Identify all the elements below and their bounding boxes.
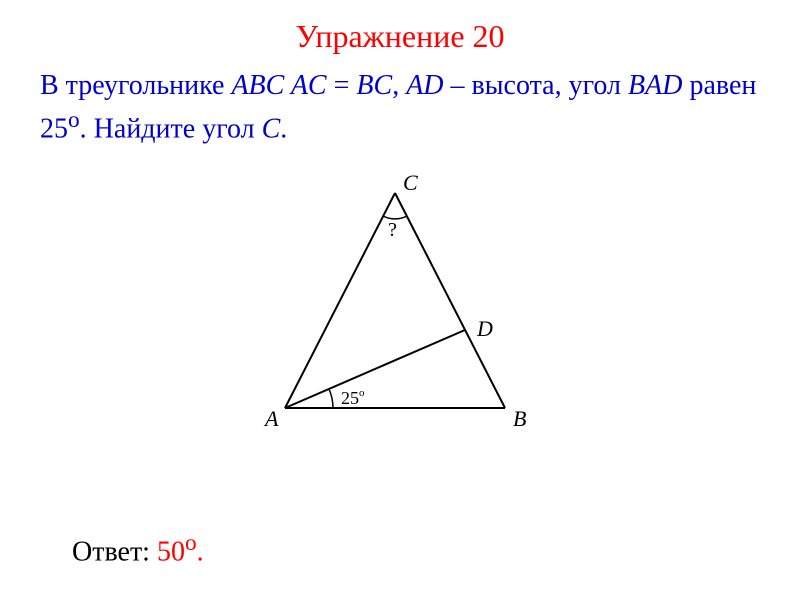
vertex-label-a: A [263,406,279,431]
vertex-label-d: D [476,316,493,341]
edge-ad [285,330,465,408]
diagram-container: A B C D 25o ? [0,168,800,478]
problem-c: C [262,113,281,144]
triangle-diagram: A B C D 25o ? [255,168,545,448]
vertex-label-c: C [403,170,418,195]
problem-text-5: . [280,113,287,144]
exercise-title: Упражнение 20 [0,0,800,55]
problem-eq1: = [327,70,357,101]
problem-bad: BAD [628,70,682,101]
problem-deg1: о [68,107,80,133]
answer: Ответ: 50о. [72,530,204,568]
angle-arc-bad [329,389,333,408]
problem-text-2: – высота, угол [444,70,629,101]
problem-comma1: , [392,70,406,101]
problem-tri: ABC AC [231,70,326,101]
answer-value: 50 [157,536,185,567]
problem-statement: В треугольнике ABC AC = BC, AD – высота,… [0,55,800,148]
answer-period: . [197,536,204,567]
problem-ad: AD [406,70,443,101]
angle-label-25: 25o [341,387,365,408]
edge-bc [395,193,505,408]
problem-bc: BC [356,70,392,101]
edge-ac [285,193,395,408]
problem-text-4: . Найдите угол [80,113,262,144]
answer-deg: о [185,530,197,556]
problem-text-1: В треугольнике [40,70,231,101]
vertex-label-b: B [513,406,526,431]
answer-label: Ответ: [72,536,157,567]
angle-question: ? [388,219,397,241]
